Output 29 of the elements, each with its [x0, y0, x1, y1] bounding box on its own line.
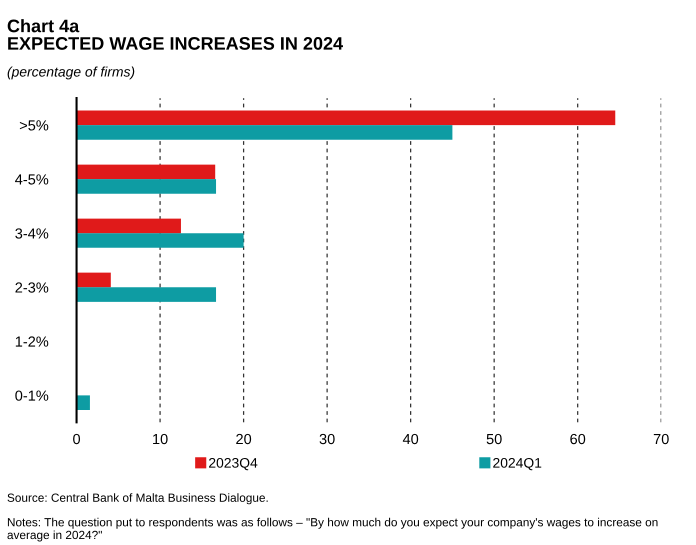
bar	[76, 272, 111, 288]
bar	[76, 179, 216, 194]
bar	[76, 125, 452, 140]
chart-subtitle: (percentage of firms)	[8, 66, 134, 80]
bar	[76, 110, 616, 126]
bar	[76, 233, 244, 248]
text: Notes: The question put to respondents was as follows – "By how much do you expect your company's wages to increase on average in 2024?"	[7, 518, 658, 542]
x-tick-label: 40	[402, 434, 418, 444]
x-tick-label: 0	[73, 434, 80, 444]
x-tick-label: 50	[486, 434, 502, 444]
legend-label: 2024Q1	[493, 458, 542, 470]
x-tick-label: 70	[654, 434, 669, 444]
source-note: Source: Central Bank of Malta Business Dialogue.	[7, 493, 268, 504]
x-tick-label: 60	[570, 434, 586, 444]
x-tick-label: 10	[153, 434, 168, 444]
y-tick-label: 0-1%	[15, 390, 48, 401]
bar	[76, 164, 216, 180]
x-tick-label: 30	[320, 434, 335, 444]
y-tick-label: 2-3%	[15, 282, 48, 293]
chart-title: Chart 4a EXPECTED WAGE INCREASES IN 2024	[8, 19, 343, 50]
y-tick-label: 1-2%	[16, 336, 48, 347]
bar	[76, 218, 181, 234]
y-tick-label: 3-4%	[15, 228, 48, 239]
x-tick-label: 20	[236, 434, 252, 444]
bar	[76, 287, 216, 302]
bar	[76, 395, 90, 410]
legend-label: 2023Q4	[209, 458, 258, 470]
y-tick-label: 4-5%	[15, 174, 48, 185]
y-tick-label: >5%	[20, 120, 48, 131]
